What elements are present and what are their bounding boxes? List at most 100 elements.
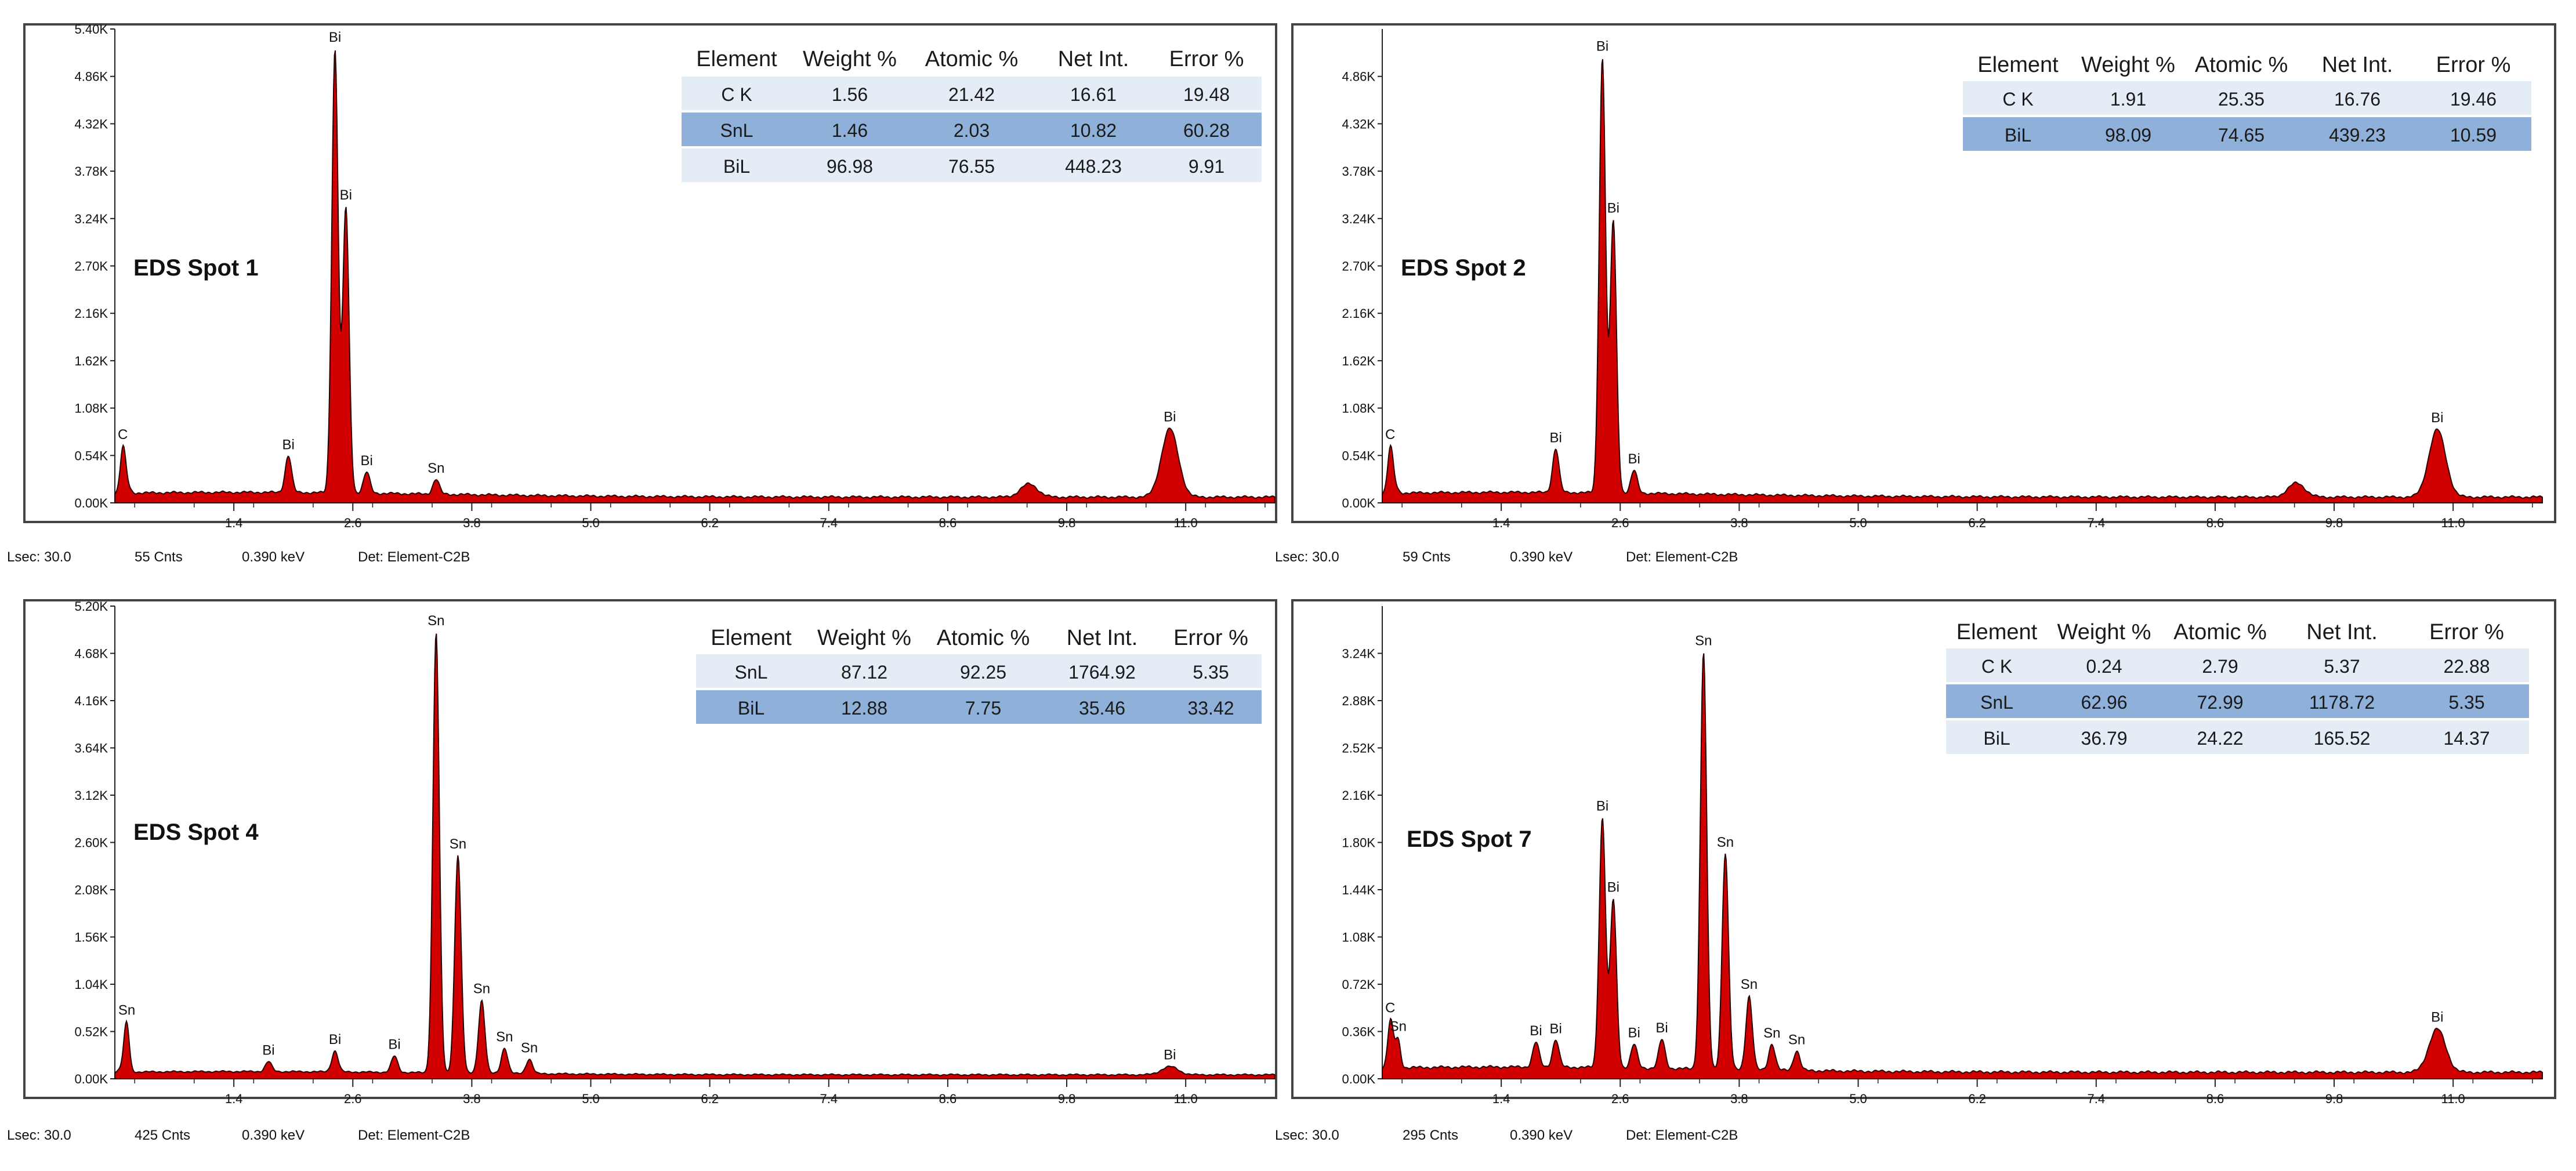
y-tick-label: 2.88K xyxy=(1342,694,1376,708)
peak-label: Bi xyxy=(329,1032,341,1047)
x-tick-label: 9.8 xyxy=(1058,516,1076,530)
peak-label: Bi xyxy=(329,30,341,45)
table-row xyxy=(696,654,1262,688)
x-tick-label: 11.0 xyxy=(2441,1092,2465,1106)
table-cell: BiL xyxy=(738,698,765,719)
table-cell: 16.61 xyxy=(1070,84,1117,105)
y-tick-label: 2.16K xyxy=(1342,306,1376,321)
footer-lsec: Lsec: 30.0 xyxy=(7,1128,71,1143)
peak-label: Bi xyxy=(1530,1023,1542,1039)
y-tick-label: 0.00K xyxy=(75,496,108,510)
table-cell: 96.98 xyxy=(827,156,873,177)
composition-table: Element Weight % Atomic % Net Int. Error % Sn… xyxy=(696,626,1262,724)
table-cell: SnL xyxy=(735,662,768,683)
peak-label: Sn xyxy=(496,1029,513,1045)
table-cell: 74.65 xyxy=(2218,125,2265,146)
x-tick-label: 1.4 xyxy=(1492,1092,1510,1106)
table-header: Atomic % xyxy=(2195,53,2288,77)
panel-title: EDS Spot 4 xyxy=(133,820,259,845)
table-cell: 76.55 xyxy=(948,156,995,177)
table-cell: BiL xyxy=(723,156,750,177)
table-cell: C K xyxy=(721,84,752,105)
footer-cnts: 295 Cnts xyxy=(1403,1128,1458,1143)
x-tick-label: 5.0 xyxy=(1849,516,1867,530)
x-tick-label: 6.2 xyxy=(1968,516,1986,530)
table-cell: 21.42 xyxy=(948,84,995,105)
x-tick-label: 1.4 xyxy=(1492,516,1510,530)
y-tick-label: 0.00K xyxy=(1342,1072,1376,1086)
table-cell: 87.12 xyxy=(841,662,887,683)
peak-label: Bi xyxy=(1628,1025,1640,1041)
peak-label: Sn xyxy=(427,613,444,629)
x-tick-label: 9.8 xyxy=(2325,1092,2343,1106)
peak-label: Bi xyxy=(1164,409,1176,425)
x-tick-label: 7.4 xyxy=(2087,516,2105,530)
table-cell: 5.35 xyxy=(1193,662,1229,683)
x-tick-label: 1.4 xyxy=(225,516,243,530)
peak-label: Bi xyxy=(1655,1020,1668,1036)
panel-title: EDS Spot 7 xyxy=(1407,826,1532,852)
spectrum-area xyxy=(1382,59,2543,503)
peak-label: Bi xyxy=(1596,798,1608,814)
peak-label: Bi xyxy=(2431,1009,2443,1025)
table-cell: 448.23 xyxy=(1065,156,1122,177)
peak-label: C xyxy=(1385,427,1395,443)
x-tick-label: 8.6 xyxy=(939,516,957,530)
table-row xyxy=(1946,684,2529,718)
panel-3: 0.00K 0.52K 1.04K 1.56K 2.08K 2.60K 3.12K 3.64K… xyxy=(7,599,1277,1143)
x-tick-label: 3.8 xyxy=(1730,1092,1748,1106)
table-cell: 2.79 xyxy=(2202,656,2238,677)
y-tick-label: 4.68K xyxy=(75,647,108,661)
y-tick-label: 2.70K xyxy=(1342,259,1376,274)
table-header: Atomic % xyxy=(937,626,1030,650)
footer-lsec: Lsec: 30.0 xyxy=(7,549,71,565)
table-row xyxy=(1963,81,2531,115)
x-tick-label: 3.8 xyxy=(463,1092,481,1106)
spectrum-area xyxy=(114,50,1276,503)
table-header: Error % xyxy=(2436,53,2511,77)
y-tick-label: 2.52K xyxy=(1342,741,1376,756)
x-tick-label: 8.6 xyxy=(939,1092,957,1106)
y-tick-label: 4.86K xyxy=(1342,70,1376,84)
y-tick-label: 3.24K xyxy=(1342,647,1376,661)
y-tick-label: 5.20K xyxy=(75,599,108,614)
x-tick-label: 11.0 xyxy=(2441,516,2465,530)
y-tick-label: 0.52K xyxy=(75,1025,108,1039)
footer-cnts: 55 Cnts xyxy=(135,549,183,565)
panel-4: 0.00K 0.36K 0.72K 1.08K 1.44K 1.80K 2.16K 2.52K… xyxy=(1275,599,2556,1143)
x-tick-label: 5.0 xyxy=(1849,1092,1867,1106)
table-header: Element xyxy=(1957,620,2038,644)
peak-label: Sn xyxy=(1695,633,1712,648)
y-tick-label: 3.24K xyxy=(75,212,108,226)
x-tick-label: 7.4 xyxy=(820,516,838,530)
y-tick-label: 1.08K xyxy=(1342,401,1376,416)
y-tick-label: 0.00K xyxy=(75,1072,108,1086)
footer-det: Det: Element-C2B xyxy=(358,1128,470,1143)
footer-lsec: Lsec: 30.0 xyxy=(1275,549,1339,565)
x-tick-label: 11.0 xyxy=(1174,1092,1198,1106)
table-cell: 1.91 xyxy=(2110,89,2146,110)
y-tick-label: 1.08K xyxy=(75,401,108,416)
footer-det: Det: Element-C2B xyxy=(1626,549,1738,565)
table-cell: SnL xyxy=(1980,692,2013,713)
y-tick-label: 4.32K xyxy=(1342,117,1376,131)
y-tick-label: 2.08K xyxy=(75,883,108,897)
y-tick-label: 5.40K xyxy=(75,22,108,37)
table-cell: 22.88 xyxy=(2443,656,2490,677)
y-tick-label: 4.32K xyxy=(75,117,108,131)
table-header: Element xyxy=(696,47,777,71)
y-tick-label: 0.54K xyxy=(1342,448,1376,463)
table-header: Error % xyxy=(2429,620,2504,644)
peak-label: Bi xyxy=(282,437,294,453)
y-tick-label: 3.78K xyxy=(75,164,108,179)
table-cell: 1.46 xyxy=(832,120,868,141)
table-cell: 16.76 xyxy=(2334,89,2381,110)
table-row xyxy=(1946,720,2529,754)
y-tick-label: 3.24K xyxy=(1342,212,1376,226)
table-cell: C K xyxy=(2002,89,2033,110)
x-tick-label: 8.6 xyxy=(2207,1092,2224,1106)
x-tick-label: 2.6 xyxy=(1611,1092,1629,1106)
footer-cnts: 425 Cnts xyxy=(135,1128,190,1143)
y-tick-label: 1.04K xyxy=(75,977,108,992)
table-cell: 439.23 xyxy=(2329,125,2386,146)
